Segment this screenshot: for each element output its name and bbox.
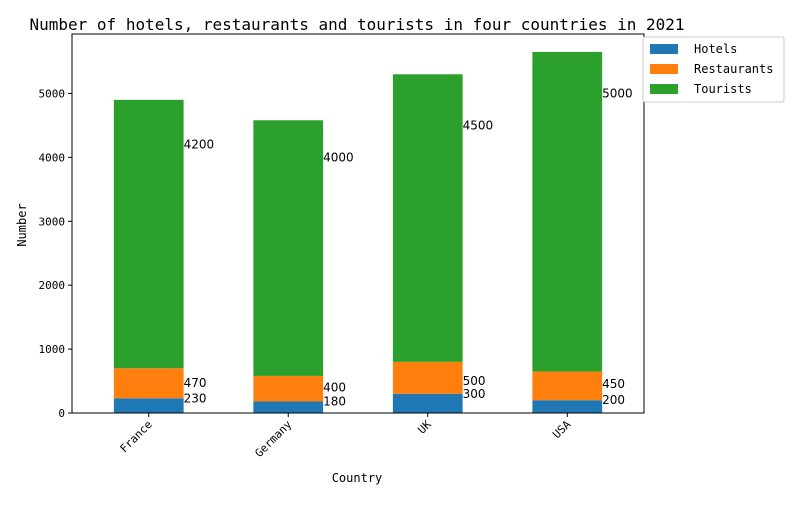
y-tick-label: 4000 <box>39 151 66 164</box>
x-axis: France Germany UK USA <box>118 413 574 460</box>
data-label-usa-tourists: 5000 <box>602 86 633 100</box>
y-tick-label: 5000 <box>39 87 66 100</box>
legend-swatch-tourists <box>650 84 678 94</box>
legend-swatch-restaurants <box>650 64 678 74</box>
bar-usa-hotels <box>532 400 603 413</box>
x-tick-label-uk: UK <box>415 418 434 437</box>
data-label-france-restaurants: 470 <box>184 376 207 390</box>
x-axis-label: Country <box>332 471 383 485</box>
bar-usa-restaurants <box>532 371 603 401</box>
x-tick-label-usa: USA <box>550 418 574 442</box>
bar-france-hotels <box>113 398 184 413</box>
bars-group <box>113 51 603 413</box>
bar-france-tourists <box>113 99 184 369</box>
chart-title: Number of hotels, restaurants and touris… <box>29 15 684 34</box>
y-axis: 0 1000 2000 3000 4000 5000 <box>39 87 72 420</box>
data-label-uk-hotels: 300 <box>463 387 486 401</box>
y-axis-label: Number <box>15 203 29 246</box>
y-tick-label: 3000 <box>39 215 66 228</box>
y-tick-label: 0 <box>58 407 65 420</box>
bar-germany-tourists <box>253 120 324 376</box>
legend: Hotels Restaurants Tourists <box>642 36 785 103</box>
legend-frame <box>642 36 785 103</box>
bar-germany-restaurants <box>253 375 324 402</box>
data-label-france-tourists: 4200 <box>184 138 215 152</box>
bar-france-restaurants <box>113 368 184 399</box>
bar-usa-tourists <box>532 51 603 372</box>
data-label-uk-tourists: 4500 <box>463 118 494 132</box>
legend-label-restaurants: Restaurants <box>694 62 773 76</box>
data-label-germany-tourists: 4000 <box>323 150 354 164</box>
data-label-germany-hotels: 180 <box>323 394 346 408</box>
x-tick-label-germany: Germany <box>252 418 294 460</box>
y-tick-label: 1000 <box>39 343 66 356</box>
data-label-usa-restaurants: 450 <box>602 377 625 391</box>
plot-frame <box>71 33 645 414</box>
bar-germany-hotels <box>253 401 324 413</box>
bar-uk-tourists <box>392 74 463 362</box>
bar-uk-hotels <box>392 393 463 413</box>
legend-label-tourists: Tourists <box>694 82 752 96</box>
data-label-germany-restaurants: 400 <box>323 380 346 394</box>
data-label-france-hotels: 230 <box>184 391 207 405</box>
data-label-usa-hotels: 200 <box>602 393 625 407</box>
x-tick-label-france: France <box>118 418 155 455</box>
legend-label-hotels: Hotels <box>694 42 737 56</box>
bar-uk-restaurants <box>392 361 463 394</box>
y-tick-label: 2000 <box>39 279 66 292</box>
legend-swatch-hotels <box>650 44 678 54</box>
data-label-uk-restaurants: 500 <box>463 374 486 388</box>
